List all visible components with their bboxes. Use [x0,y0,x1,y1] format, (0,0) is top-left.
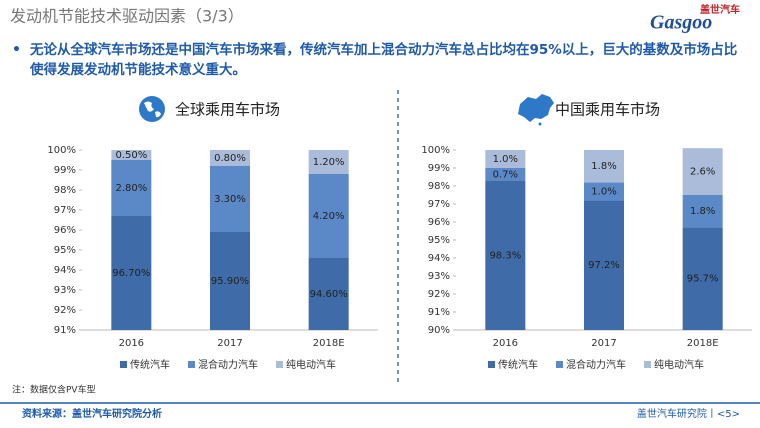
y-tick-label: 92% [54,305,76,316]
y-tick-label: 97% [54,205,76,216]
bar-segment [485,180,526,330]
bar-segment [210,150,250,166]
value-label: 1.8% [690,206,715,217]
x-tick-label: 2017 [591,338,616,349]
x-tick-label: 2017 [217,338,242,349]
value-label: 1.0% [591,186,616,197]
x-tick-label: 2018E [313,338,345,349]
value-label: 3.30% [214,194,246,205]
bar-segment [584,200,624,330]
y-tick-label: 93% [54,285,76,296]
source: 资料来源：盖世汽车研究院分析 [22,407,162,420]
bar-segment [111,216,152,330]
y-tick-label: 100% [47,145,76,156]
y-tick-label: 100% [421,145,450,156]
legend-label: 混合动力汽车 [198,358,258,371]
y-tick-label: 91% [54,325,76,336]
y-tick-label: 98% [428,181,450,192]
bullet-text: 无论从全球汽车市场还是中国汽车市场来看，传统汽车加上混合动力汽车总占比均在95%… [30,42,738,78]
value-label: 2.6% [690,167,715,178]
bar-segment [111,150,152,160]
y-tick-label: 97% [428,199,450,210]
value-label: 96.70% [112,268,150,279]
value-label: 0.80% [214,153,246,164]
logo-en: Gasgoo [650,12,712,34]
value-label: 98.3% [489,250,521,261]
legend-label: 传统汽车 [498,358,538,371]
bar-segment [485,150,526,168]
value-label: 95.90% [211,276,249,287]
bar-segment [111,160,152,216]
bar-segment [308,150,349,174]
legend-swatch [188,361,195,368]
y-tick-label: 92% [428,289,450,300]
y-tick-label: 99% [428,163,450,174]
bar-segment [308,174,349,258]
value-label: 1.20% [313,157,345,168]
chart-title: 中国乘用车市场 [555,101,660,119]
bar-segment [584,182,624,201]
y-tick-label: 90% [428,325,450,336]
legend-label: 传统汽车 [130,358,170,371]
y-tick-label: 93% [428,271,450,282]
legend-swatch [276,361,283,368]
legend-swatch [556,361,563,368]
bar-segment [584,150,624,183]
value-label: 0.50% [115,150,147,161]
bar-segment [485,168,526,181]
chart-title: 全球乘用车市场 [175,101,280,119]
value-label: 2.80% [115,183,147,194]
legend-swatch [644,361,651,368]
bar-segment [682,195,723,228]
logo-cn: 盖世汽车 [700,3,740,16]
slide-title: 发动机节能技术驱动因素（3/3） [10,7,244,26]
y-tick-label: 94% [428,253,450,264]
y-tick-label: 95% [428,235,450,246]
value-label: 1.0% [493,154,518,165]
x-tick-label: 2016 [493,338,518,349]
value-label: 94.60% [310,289,348,300]
y-tick-label: 96% [54,225,76,236]
value-label: 1.8% [591,161,616,172]
legend-swatch [120,361,127,368]
bar-segment [682,227,723,330]
bullet-marker: • [12,42,21,58]
bar-segment [210,166,250,232]
footer: 盖世汽车研究院丨<5> [637,407,740,420]
y-tick-label: 98% [54,185,76,196]
bar-segment [308,258,349,330]
x-tick-label: 2018E [687,338,719,349]
legend-label: 混合动力汽车 [566,358,626,371]
bar-segment [682,148,723,195]
value-label: 0.7% [493,169,518,180]
x-tick-label: 2016 [119,338,144,349]
note: 注：数据仅含PV车型 [12,384,96,396]
y-tick-label: 91% [428,307,450,318]
legend-label: 纯电动汽车 [654,358,704,371]
legend-label: 纯电动汽车 [286,358,336,371]
value-label: 97.2% [588,260,620,271]
value-label: 95.7% [687,274,719,285]
y-tick-label: 96% [428,217,450,228]
y-tick-label: 94% [54,265,76,276]
china-map-icon [518,94,554,126]
legend-swatch [488,361,495,368]
bar-segment [210,232,250,330]
value-label: 4.20% [313,211,345,222]
y-tick-label: 95% [54,245,76,256]
globe-icon [139,96,165,122]
y-tick-label: 99% [54,165,76,176]
